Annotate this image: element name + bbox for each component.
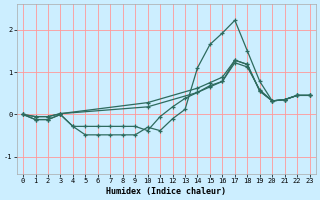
X-axis label: Humidex (Indice chaleur): Humidex (Indice chaleur) bbox=[106, 187, 226, 196]
